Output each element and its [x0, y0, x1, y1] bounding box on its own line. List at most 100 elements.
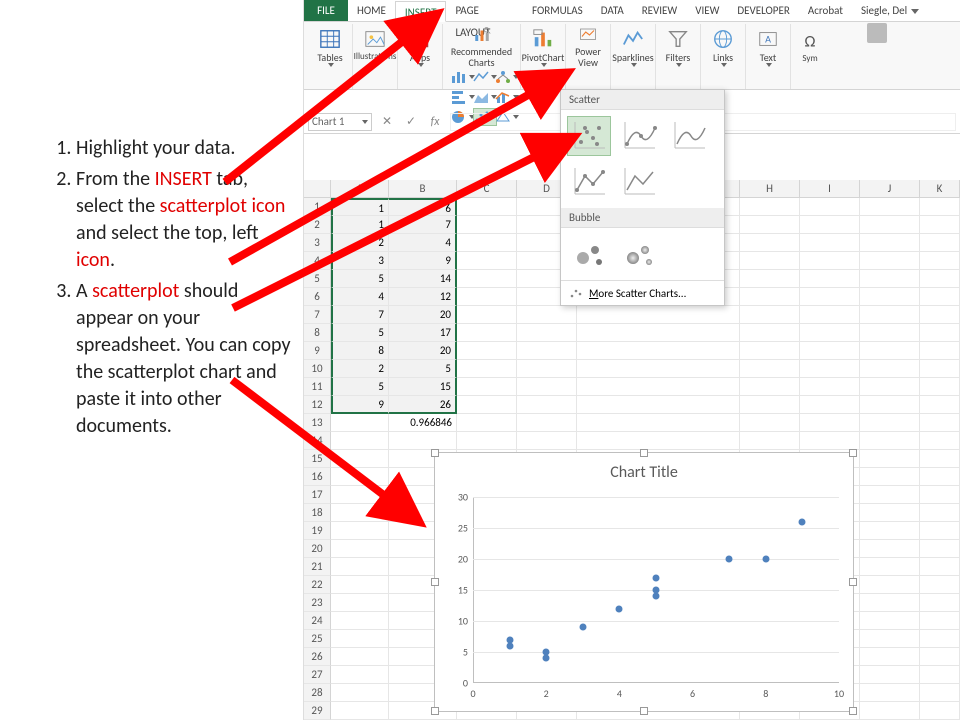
table-row[interactable]: 12926: [304, 396, 960, 414]
table-row[interactable]: 1025: [304, 360, 960, 378]
scatter-smooth-icon: [621, 120, 657, 152]
tab-acrobat[interactable]: Acrobat: [799, 0, 852, 21]
tab-page-layout[interactable]: PAGE LAYOUT: [446, 0, 523, 21]
combo-chart-icon: [495, 90, 511, 104]
chart-type-area-button[interactable]: [473, 88, 497, 106]
excel-window: FILE HOME INSERT PAGE LAYOUT FORMULAS DA…: [303, 0, 960, 720]
avatar: [867, 23, 887, 43]
table-icon: [319, 28, 341, 50]
chart-object[interactable]: Chart Title 0510152025300246810: [434, 452, 854, 712]
column-header[interactable]: A: [331, 180, 389, 197]
svg-text:A: A: [765, 32, 771, 45]
scatter-straight-option[interactable]: [617, 162, 661, 202]
hierarchy-chart-icon: [495, 70, 511, 84]
tab-review[interactable]: REVIEW: [633, 0, 687, 21]
table-row[interactable]: 9820: [304, 342, 960, 360]
scatter-markers-icon: [571, 120, 607, 152]
more-scatter-charts-link[interactable]: More Scatter Charts...: [561, 280, 724, 305]
chart-type-combo-button[interactable]: [495, 88, 519, 106]
instruction-2: From the INSERT tab, select the scatterp…: [76, 166, 296, 274]
line-chart-icon: [473, 70, 489, 84]
table-row[interactable]: 8517: [304, 324, 960, 342]
column-header[interactable]: B: [389, 180, 457, 197]
sparklines-button[interactable]: Sparklines: [616, 26, 650, 68]
text-icon: A: [757, 28, 779, 50]
scatter-point: [653, 593, 660, 600]
chart-type-line-button[interactable]: [473, 68, 497, 86]
table-row[interactable]: 7720: [304, 306, 960, 324]
scatter-dropdown-popup: Scatter Bubble: [560, 89, 725, 306]
symbol-icon: Ω: [799, 30, 821, 52]
enter-formula-button[interactable]: ✓: [402, 113, 420, 131]
filter-icon: [667, 28, 689, 50]
bubble-3d-option[interactable]: [617, 234, 661, 274]
pivotchart-button[interactable]: PivotChart: [526, 26, 560, 68]
table-row[interactable]: 14: [304, 432, 960, 450]
tab-insert[interactable]: INSERT: [395, 1, 447, 22]
chart-type-column-button[interactable]: [451, 68, 475, 86]
table-row[interactable]: 130.966846: [304, 414, 960, 432]
column-header[interactable]: [304, 180, 331, 197]
apps-icon: [409, 28, 431, 50]
column-header[interactable]: H: [740, 180, 800, 197]
apps-button[interactable]: Apps: [403, 26, 437, 68]
filters-button[interactable]: Filters: [661, 26, 695, 68]
pivotchart-icon: [532, 28, 554, 50]
chart-plot-area: 0510152025300246810: [473, 497, 839, 683]
scatter-smooth-nomarker-icon: [671, 120, 707, 152]
bubble-option[interactable]: [567, 234, 611, 274]
popup-section-scatter: Scatter: [561, 90, 724, 110]
scatter-point: [762, 556, 769, 563]
tab-data[interactable]: DATA: [592, 0, 633, 21]
illustrations-button[interactable]: Illustrations: [358, 26, 392, 68]
powerview-button[interactable]: Power View: [571, 26, 605, 68]
symbols-button[interactable]: Ω Sym: [796, 26, 824, 68]
recommended-charts-icon: [471, 26, 493, 44]
cancel-formula-button[interactable]: ✕: [378, 113, 396, 131]
scatter-point: [506, 642, 513, 649]
scatter-straight-markers-option[interactable]: [567, 162, 611, 202]
popup-section-bubble: Bubble: [561, 208, 724, 228]
scatter-point: [543, 655, 550, 662]
bar-chart-icon: [451, 90, 467, 104]
chart-type-hierarchy-button[interactable]: [495, 68, 519, 86]
ribbon-tabs: FILE HOME INSERT PAGE LAYOUT FORMULAS DA…: [304, 0, 960, 22]
text-button[interactable]: A Text: [751, 26, 785, 68]
tab-view[interactable]: VIEW: [686, 0, 728, 21]
bubble-3d-icon: [621, 238, 657, 270]
scatter-mini-icon: [569, 286, 583, 300]
powerview-icon: [577, 26, 599, 44]
column-header[interactable]: C: [457, 180, 517, 197]
scatter-point: [543, 649, 550, 656]
name-box[interactable]: Chart 1: [308, 113, 372, 131]
column-header[interactable]: J: [860, 180, 920, 197]
column-header[interactable]: I: [800, 180, 860, 197]
scatter-markers-option[interactable]: [567, 116, 611, 156]
scatter-point: [616, 605, 623, 612]
chart-type-bar-button[interactable]: [451, 88, 475, 106]
link-icon: [712, 28, 734, 50]
scatter-point: [653, 574, 660, 581]
scatter-point: [506, 636, 513, 643]
instruction-3: A scatterplot should appear on your spre…: [76, 278, 296, 440]
tables-button[interactable]: Tables: [313, 26, 347, 68]
column-chart-icon: [451, 70, 467, 84]
chart-title[interactable]: Chart Title: [435, 453, 853, 482]
tab-file[interactable]: FILE: [304, 0, 348, 21]
scatter-point: [726, 556, 733, 563]
user-menu[interactable]: Siegle, Del: [852, 0, 960, 21]
recommended-charts-button[interactable]: Recommended Charts: [449, 26, 515, 68]
scatter-smooth-markers-option[interactable]: [617, 116, 661, 156]
tab-formulas[interactable]: FORMULAS: [523, 0, 592, 21]
tab-developer[interactable]: DEVELOPER: [728, 0, 798, 21]
scatter-straight-nomarker-icon: [621, 166, 657, 198]
instruction-1: Highlight your data.: [76, 135, 296, 162]
tab-home[interactable]: HOME: [348, 0, 395, 21]
table-row[interactable]: 11515: [304, 378, 960, 396]
column-header[interactable]: K: [920, 180, 960, 197]
fx-button[interactable]: fx: [426, 113, 444, 131]
scatter-straight-icon: [571, 166, 607, 198]
scatter-smooth-option[interactable]: [667, 116, 711, 156]
picture-icon: [364, 28, 386, 50]
links-button[interactable]: Links: [706, 26, 740, 68]
